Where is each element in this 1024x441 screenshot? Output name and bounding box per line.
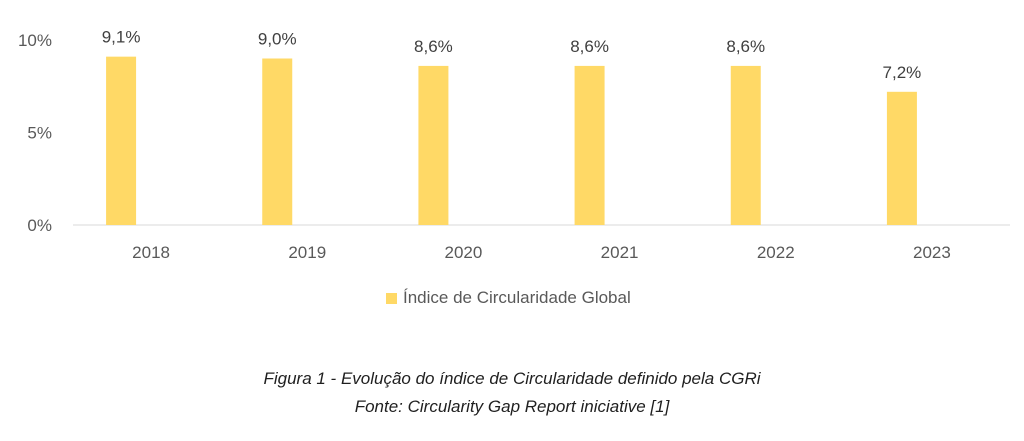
figure-source: Fonte: Circularity Gap Report iniciative…: [354, 397, 670, 416]
data-label: 8,6%: [570, 37, 609, 56]
data-label: 9,0%: [258, 30, 297, 49]
y-tick-label: 0%: [27, 216, 52, 235]
y-tick-label: 10%: [18, 31, 52, 50]
x-tick-label: 2023: [913, 243, 951, 262]
bar: [886, 91, 917, 225]
legend: Índice de Circularidade Global: [386, 288, 631, 308]
bar: [730, 65, 761, 226]
y-tick-label: 5%: [27, 124, 52, 143]
x-tick-label: 2022: [757, 243, 795, 262]
data-label: 8,6%: [414, 37, 453, 56]
x-tick-label: 2020: [445, 243, 483, 262]
bar-chart: 0% 5% 10% 9,1% 2018 9,0% 2019 8,6% 2020 8,6% 2021 8…: [18, 28, 1010, 262]
data-label: 8,6%: [726, 37, 765, 56]
legend-label: Índice de Circularidade Global: [403, 288, 631, 307]
figure-caption: Figura 1 - Evolução do índice de Circula…: [263, 369, 761, 388]
data-label: 9,1%: [102, 28, 141, 47]
bar: [106, 56, 137, 226]
bar: [262, 58, 293, 225]
x-tick-label: 2019: [288, 243, 326, 262]
bar: [418, 65, 449, 226]
x-tick-label: 2018: [132, 243, 170, 262]
legend-swatch: [386, 292, 397, 304]
x-tick-label: 2021: [601, 243, 639, 262]
bar: [574, 65, 605, 226]
data-label: 7,2%: [883, 63, 922, 82]
